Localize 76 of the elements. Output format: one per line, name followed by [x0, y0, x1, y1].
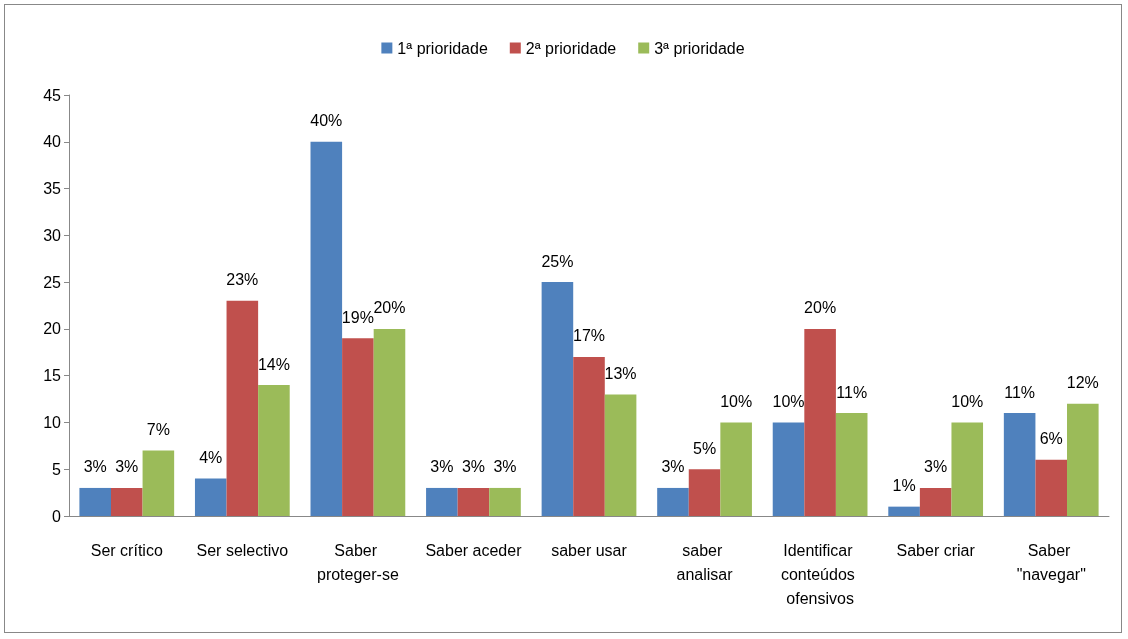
x-tick-label: saber usar: [551, 541, 628, 559]
y-tick-label: 0: [52, 507, 62, 525]
y-tick-label: 30: [43, 226, 62, 244]
data-label: 3%: [115, 458, 139, 476]
data-label: 3%: [924, 458, 948, 476]
x-tick-label: Ser selectivo: [196, 541, 289, 559]
data-label: 11%: [836, 383, 868, 401]
bar: [804, 328, 836, 516]
data-label: 3%: [661, 458, 685, 476]
data-label: 6%: [1039, 430, 1063, 448]
bar: [1035, 459, 1068, 516]
bar: [79, 487, 111, 516]
data-label: 23%: [226, 271, 259, 289]
bar: [226, 300, 259, 516]
y-tick-label: 25: [43, 273, 62, 291]
y-tick-label: 20: [43, 320, 62, 338]
bar: [1003, 413, 1036, 516]
bar: [310, 141, 343, 516]
data-label: 12%: [1066, 374, 1099, 392]
x-tick-label: Ser crítico: [90, 541, 163, 559]
bar: [258, 385, 290, 516]
data-label: 20%: [373, 299, 406, 317]
y-tick-label: 40: [43, 133, 62, 151]
bar: [720, 422, 752, 516]
data-label: 25%: [541, 252, 574, 270]
data-label: 3%: [83, 458, 107, 476]
legend-label: 1ª prioridade: [397, 39, 488, 57]
data-label: 10%: [720, 392, 753, 410]
x-tick-label: Saber aceder: [425, 541, 523, 559]
y-tick-label: 45: [43, 86, 62, 104]
data-label: 19%: [341, 308, 374, 326]
data-label: 3%: [461, 458, 486, 476]
bar: [541, 282, 574, 516]
data-label: 10%: [951, 392, 984, 410]
legend-label: 3ª prioridade: [654, 39, 745, 57]
bar: [951, 422, 984, 516]
bar: [573, 356, 605, 516]
x-tick-label: Saber "navegar": [1016, 541, 1086, 583]
data-label: 40%: [310, 112, 343, 130]
data-label: 11%: [1004, 383, 1036, 401]
bar: [457, 487, 490, 516]
data-label: 3%: [493, 458, 517, 476]
x-tick-label: saber analisar: [676, 541, 734, 583]
bar: [426, 487, 458, 516]
bar: [657, 487, 689, 516]
bar: [110, 487, 143, 516]
data-label: 10%: [772, 392, 805, 410]
data-label: 5%: [692, 439, 717, 457]
data-label: 17%: [572, 327, 606, 345]
bar: [919, 487, 952, 516]
y-tick-label: 35: [43, 180, 62, 198]
bar: [142, 450, 175, 516]
bar: [194, 478, 227, 516]
bar: [489, 487, 521, 516]
y-tick-label: 15: [43, 367, 62, 385]
bar: [835, 413, 868, 516]
data-label: 3%: [430, 458, 454, 476]
data-label: 14%: [257, 355, 290, 373]
data-label: 20%: [804, 299, 837, 317]
bar: [688, 469, 721, 516]
y-tick-label: 5: [52, 460, 62, 478]
data-label: 1%: [892, 477, 916, 495]
bar: [1067, 403, 1099, 516]
data-label: 7%: [146, 421, 170, 439]
legend-label: 2ª prioridade: [525, 39, 617, 57]
x-tick-label: Saber criar: [896, 541, 976, 559]
data-label: 13%: [604, 364, 637, 382]
x-tick-label: Saber proteger-se: [316, 541, 399, 583]
y-tick-label: 10: [43, 413, 62, 431]
data-label: 4%: [199, 449, 223, 467]
bar: [772, 422, 805, 516]
bar: [373, 328, 406, 516]
x-tick-label: Identificar conteúdos ofensivos: [780, 541, 860, 607]
bar: [888, 506, 920, 516]
bar: [604, 394, 637, 516]
bar: [342, 338, 374, 516]
